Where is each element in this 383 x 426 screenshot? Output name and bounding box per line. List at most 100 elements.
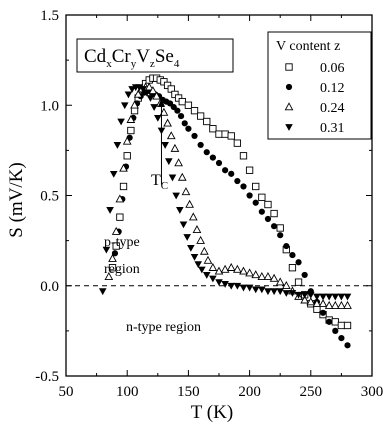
data-point	[264, 288, 272, 296]
data-point	[177, 172, 187, 181]
n-type-label: n-type region	[126, 320, 201, 335]
data-point	[209, 125, 217, 133]
data-point	[119, 182, 128, 191]
data-point	[148, 86, 158, 95]
x-axis-label: T (K)	[191, 402, 233, 423]
formula-frame	[76, 38, 234, 73]
formula-element: Se	[155, 46, 174, 67]
data-point	[106, 207, 114, 214]
data-point	[108, 253, 117, 262]
legend-marker	[285, 124, 293, 131]
data-point	[258, 193, 266, 201]
data-point	[139, 86, 147, 93]
data-point	[283, 242, 290, 250]
x-tick-label: 150	[177, 384, 200, 400]
x-tick-label: 300	[361, 384, 383, 400]
data-point	[319, 293, 327, 301]
data-point	[112, 242, 120, 250]
data-point	[252, 199, 259, 206]
data-point	[270, 209, 278, 218]
y-tick-label: 0.5	[40, 189, 59, 205]
data-point	[227, 132, 235, 140]
data-point	[115, 194, 125, 203]
p-type-label-line1: p-type	[104, 235, 140, 250]
data-point	[270, 288, 278, 296]
data-point	[258, 208, 265, 215]
tc-label-sub: C	[161, 180, 168, 192]
data-point	[215, 279, 223, 287]
data-point	[119, 163, 128, 172]
data-point	[251, 270, 261, 279]
y-axis-label: S (mV/K)	[6, 162, 27, 237]
data-point	[111, 250, 119, 257]
data-point	[116, 213, 124, 221]
data-point	[228, 170, 235, 177]
data-point	[178, 97, 186, 106]
data-point	[281, 281, 291, 289]
data-point	[168, 174, 177, 182]
formula-text: CdxCryVzSe4	[84, 46, 180, 70]
data-point	[127, 126, 135, 135]
data-point	[319, 309, 327, 316]
data-point	[176, 207, 184, 214]
annotations: TC p-type region n-type region	[104, 98, 201, 335]
legend-entry-label: 0.12	[320, 81, 345, 96]
formula-element: Cr	[112, 46, 132, 67]
data-point	[208, 262, 218, 271]
data-point	[331, 293, 340, 301]
data-point	[264, 200, 272, 209]
data-point	[203, 117, 211, 126]
legend-entry-label: 0.31	[320, 121, 345, 136]
data-point	[117, 118, 125, 126]
data-point	[108, 264, 117, 272]
data-point	[191, 132, 198, 140]
data-point	[198, 266, 206, 274]
data-point	[196, 235, 205, 244]
data-point	[190, 253, 199, 261]
legend-title: V content z	[276, 39, 340, 54]
formula-box: CdxCryVzSe4	[76, 38, 234, 73]
data-point	[331, 318, 339, 326]
data-point	[113, 142, 122, 149]
data-point	[215, 159, 223, 167]
data-point	[257, 271, 267, 280]
data-point	[294, 291, 303, 299]
data-point	[289, 251, 296, 259]
data-point	[295, 259, 302, 266]
data-point	[161, 142, 169, 149]
data-point	[185, 199, 194, 208]
data-point	[233, 139, 242, 147]
data-point	[245, 268, 254, 277]
data-point	[337, 300, 346, 309]
data-points	[98, 74, 352, 349]
data-point	[326, 318, 333, 325]
data-point	[288, 290, 297, 297]
data-point	[133, 89, 143, 98]
data-point	[124, 91, 133, 99]
x-tick-label: 50	[59, 384, 74, 400]
data-point	[111, 226, 121, 235]
tc-label-main: T	[151, 172, 161, 189]
legend-marker	[284, 102, 294, 111]
data-point	[98, 288, 107, 296]
data-point	[190, 107, 199, 115]
legend-entries: 0.06 0.12 0.24 0.31	[284, 61, 345, 136]
data-point	[104, 271, 114, 280]
data-point	[194, 261, 202, 268]
data-point	[179, 221, 188, 229]
data-point	[192, 225, 202, 234]
data-point	[203, 255, 213, 264]
data-point	[294, 278, 303, 286]
data-point	[174, 158, 183, 167]
data-point	[246, 192, 253, 199]
data-point	[185, 125, 192, 132]
data-point	[332, 327, 339, 334]
data-point	[263, 271, 273, 280]
legend-marker	[285, 83, 293, 91]
data-point	[187, 244, 195, 252]
tc-label: TC	[151, 172, 168, 192]
data-point	[239, 152, 248, 160]
series-z-0.31	[98, 84, 352, 301]
data-point	[172, 192, 180, 200]
